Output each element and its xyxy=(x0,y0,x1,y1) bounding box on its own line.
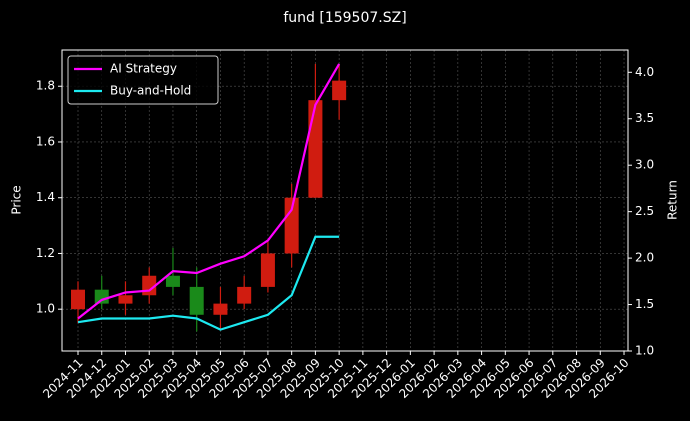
candle-body xyxy=(118,295,133,304)
y-tick-label: 1.8 xyxy=(36,79,55,93)
y2-tick-label: 3.0 xyxy=(635,158,654,172)
y2-tick-label: 4.0 xyxy=(635,65,654,79)
y-tick-label: 1.0 xyxy=(36,302,55,316)
y-tick-label: 1.4 xyxy=(36,190,55,204)
candle-body xyxy=(94,289,109,304)
candle-body xyxy=(213,303,228,315)
chart-title: fund [159507.SZ] xyxy=(283,10,406,26)
line-series xyxy=(77,63,341,320)
line-series xyxy=(77,235,340,331)
y-axis-label: Price xyxy=(10,185,24,214)
candle-body xyxy=(332,80,347,101)
candle-body xyxy=(189,286,204,315)
y-tick-label: 1.6 xyxy=(36,134,55,148)
candle-body xyxy=(71,289,85,310)
y2-tick-label: 3.5 xyxy=(635,111,654,125)
candle-body xyxy=(237,286,252,304)
candle-body xyxy=(165,275,180,287)
y2-tick-label: 2.0 xyxy=(635,251,654,265)
y-tick-label: 1.2 xyxy=(36,246,55,260)
y2-tick-label: 1.5 xyxy=(635,297,654,311)
y2-tick-label: 1.0 xyxy=(635,344,654,358)
legend-label: AI Strategy xyxy=(110,62,177,76)
y2-axis-label: Return xyxy=(666,180,680,220)
legend-label: Buy-and-Hold xyxy=(110,84,191,98)
legend-box xyxy=(67,55,219,105)
candle-body xyxy=(308,100,323,198)
candle-body xyxy=(260,253,275,287)
plot-frame xyxy=(61,49,629,352)
candle-body xyxy=(284,197,299,254)
y2-tick-label: 2.5 xyxy=(635,204,654,218)
